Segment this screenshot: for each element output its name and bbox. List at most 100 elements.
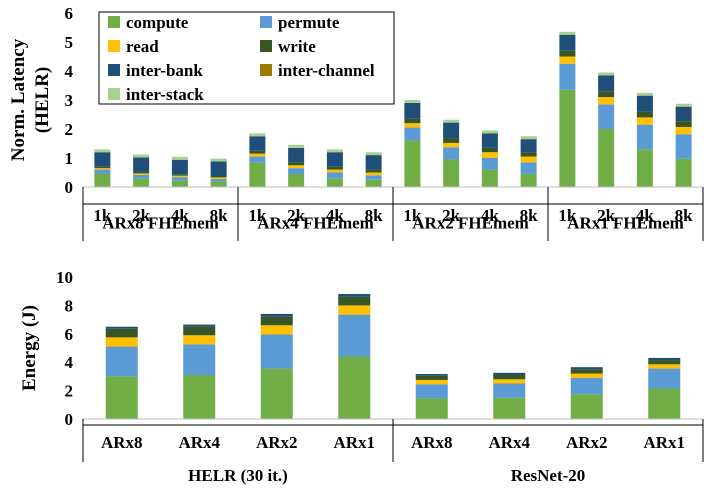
bar-segment-inter-bank [570, 367, 603, 370]
bar-segment-inter-stack [133, 154, 150, 158]
bar-segment-compute [520, 173, 537, 187]
y-axis-label-line: (HELR) [32, 67, 53, 134]
legend-label: permute [278, 13, 340, 32]
bar-segment-compute [338, 356, 371, 419]
bar-segment-permute [133, 174, 150, 179]
group-label: ARx2 FHEmem [412, 214, 529, 233]
bar-segment-inter-stack [443, 119, 460, 123]
bar-segment-write [133, 171, 150, 174]
bar-segment-inter-bank [210, 161, 227, 176]
bar-segment-read [481, 152, 498, 158]
bar-segment-compute [183, 374, 216, 419]
bar-segment-read [404, 123, 421, 128]
x-tick-label: 1k [403, 206, 422, 225]
bar-segment-permute [648, 368, 681, 389]
legend-label: inter-stack [126, 85, 204, 104]
bar-segment-inter-bank [94, 152, 111, 167]
bar-segment-read [365, 172, 382, 176]
y-tick-label: 2 [65, 382, 74, 401]
y-tick-label: 10 [56, 268, 73, 287]
bar-segment-write [326, 166, 343, 170]
bar-segment-inter-stack [94, 149, 111, 153]
bar-segment-inter-stack [288, 144, 305, 148]
x-tick-label: 1k [558, 206, 577, 225]
bar-segment-inter-stack [520, 136, 537, 140]
bar-segment-read [288, 165, 305, 169]
bar-segment-inter-bank [559, 34, 576, 51]
bar-segment-read [493, 379, 526, 384]
bar-segment-read [559, 56, 576, 64]
y-tick-label: 8 [65, 296, 74, 315]
bar-segment-inter-bank [493, 372, 526, 375]
bar-segment-inter-stack [598, 72, 615, 76]
x-tick-label: ARx2 [566, 433, 608, 452]
bar-segment-compute [288, 173, 305, 187]
y-axis-label-line: Norm. Latency [8, 38, 29, 161]
legend-swatch-read [108, 40, 120, 52]
bar-segment-compute [210, 181, 227, 187]
bar-segment-write [415, 375, 448, 380]
bar-segment-write [365, 169, 382, 173]
bar-segment-permute [415, 384, 448, 399]
bar-segment-write [559, 50, 576, 57]
legend-label: read [126, 37, 159, 56]
bar-segment-permute [365, 175, 382, 180]
bar-segment-inter-stack [365, 152, 382, 156]
bar-segment-permute [570, 377, 603, 395]
y-tick-label: 4 [65, 353, 74, 372]
bar-segment-inter-stack [210, 158, 227, 162]
legend-swatch-compute [108, 16, 120, 28]
legend-box [98, 11, 395, 105]
y-axis-label: Norm. Latency (HELR) [8, 38, 53, 161]
y-tick-label: 0 [65, 178, 74, 197]
bar-segment-compute [365, 179, 382, 187]
bar-segment-inter-bank [636, 95, 653, 112]
x-tick-label: 4k [171, 206, 190, 225]
y-axis-label: Energy (J) [19, 305, 40, 391]
x-tick-label: 2k [287, 206, 306, 225]
x-tick-label: ARx8 [411, 433, 453, 452]
bar-segment-permute [260, 334, 293, 369]
bar-segment-write [648, 360, 681, 365]
bar-segment-compute [249, 162, 266, 187]
bar-segment-permute [481, 158, 498, 170]
bar-segment-inter-stack [326, 149, 343, 153]
group-label: ARx4 FHEmem [257, 214, 374, 233]
bar-segment-write [570, 369, 603, 374]
x-tick-label: 8k [520, 206, 539, 225]
bar-segment-inter-bank [249, 136, 266, 151]
legend-label: inter-bank [126, 61, 203, 80]
bar-segment-write [338, 296, 371, 306]
bar-segment-read [183, 335, 216, 345]
bar-segment-inter-bank [326, 152, 343, 167]
x-tick-label: ARx4 [178, 433, 220, 452]
group-label: ARx1 FHEmem [567, 214, 684, 233]
x-tick-label: 2k [132, 206, 151, 225]
bar-segment-write [598, 91, 615, 98]
legend-swatch-write [260, 40, 272, 52]
bar-segment-write [260, 316, 293, 326]
bar-segment-inter-bank [404, 102, 421, 119]
bar-segment-read [636, 117, 653, 125]
bar-segment-permute [443, 147, 460, 160]
bar-segment-read [326, 169, 343, 173]
bar-segment-read [260, 325, 293, 335]
bar-segment-write [94, 166, 111, 169]
bar-segment-compute [570, 394, 603, 419]
bar-segment-inter-bank [171, 159, 188, 175]
x-tick-label: 8k [365, 206, 384, 225]
bar-segment-inter-stack [171, 156, 188, 160]
bar-segment-inter-bank [183, 324, 216, 327]
group-label: HELR (30 it.) [188, 466, 288, 485]
bar-segment-permute [520, 162, 537, 174]
y-tick-label: 0 [65, 410, 74, 429]
bar-segment-permute [338, 314, 371, 357]
bar-segment-read [338, 305, 371, 315]
bar-segment-permute [183, 344, 216, 375]
bar-segment-read [133, 173, 150, 175]
x-tick-label: ARx1 [333, 433, 375, 452]
bar-segment-compute [636, 149, 653, 187]
y-tick-label: 6 [65, 325, 74, 344]
y-tick-label: 2 [65, 120, 74, 139]
